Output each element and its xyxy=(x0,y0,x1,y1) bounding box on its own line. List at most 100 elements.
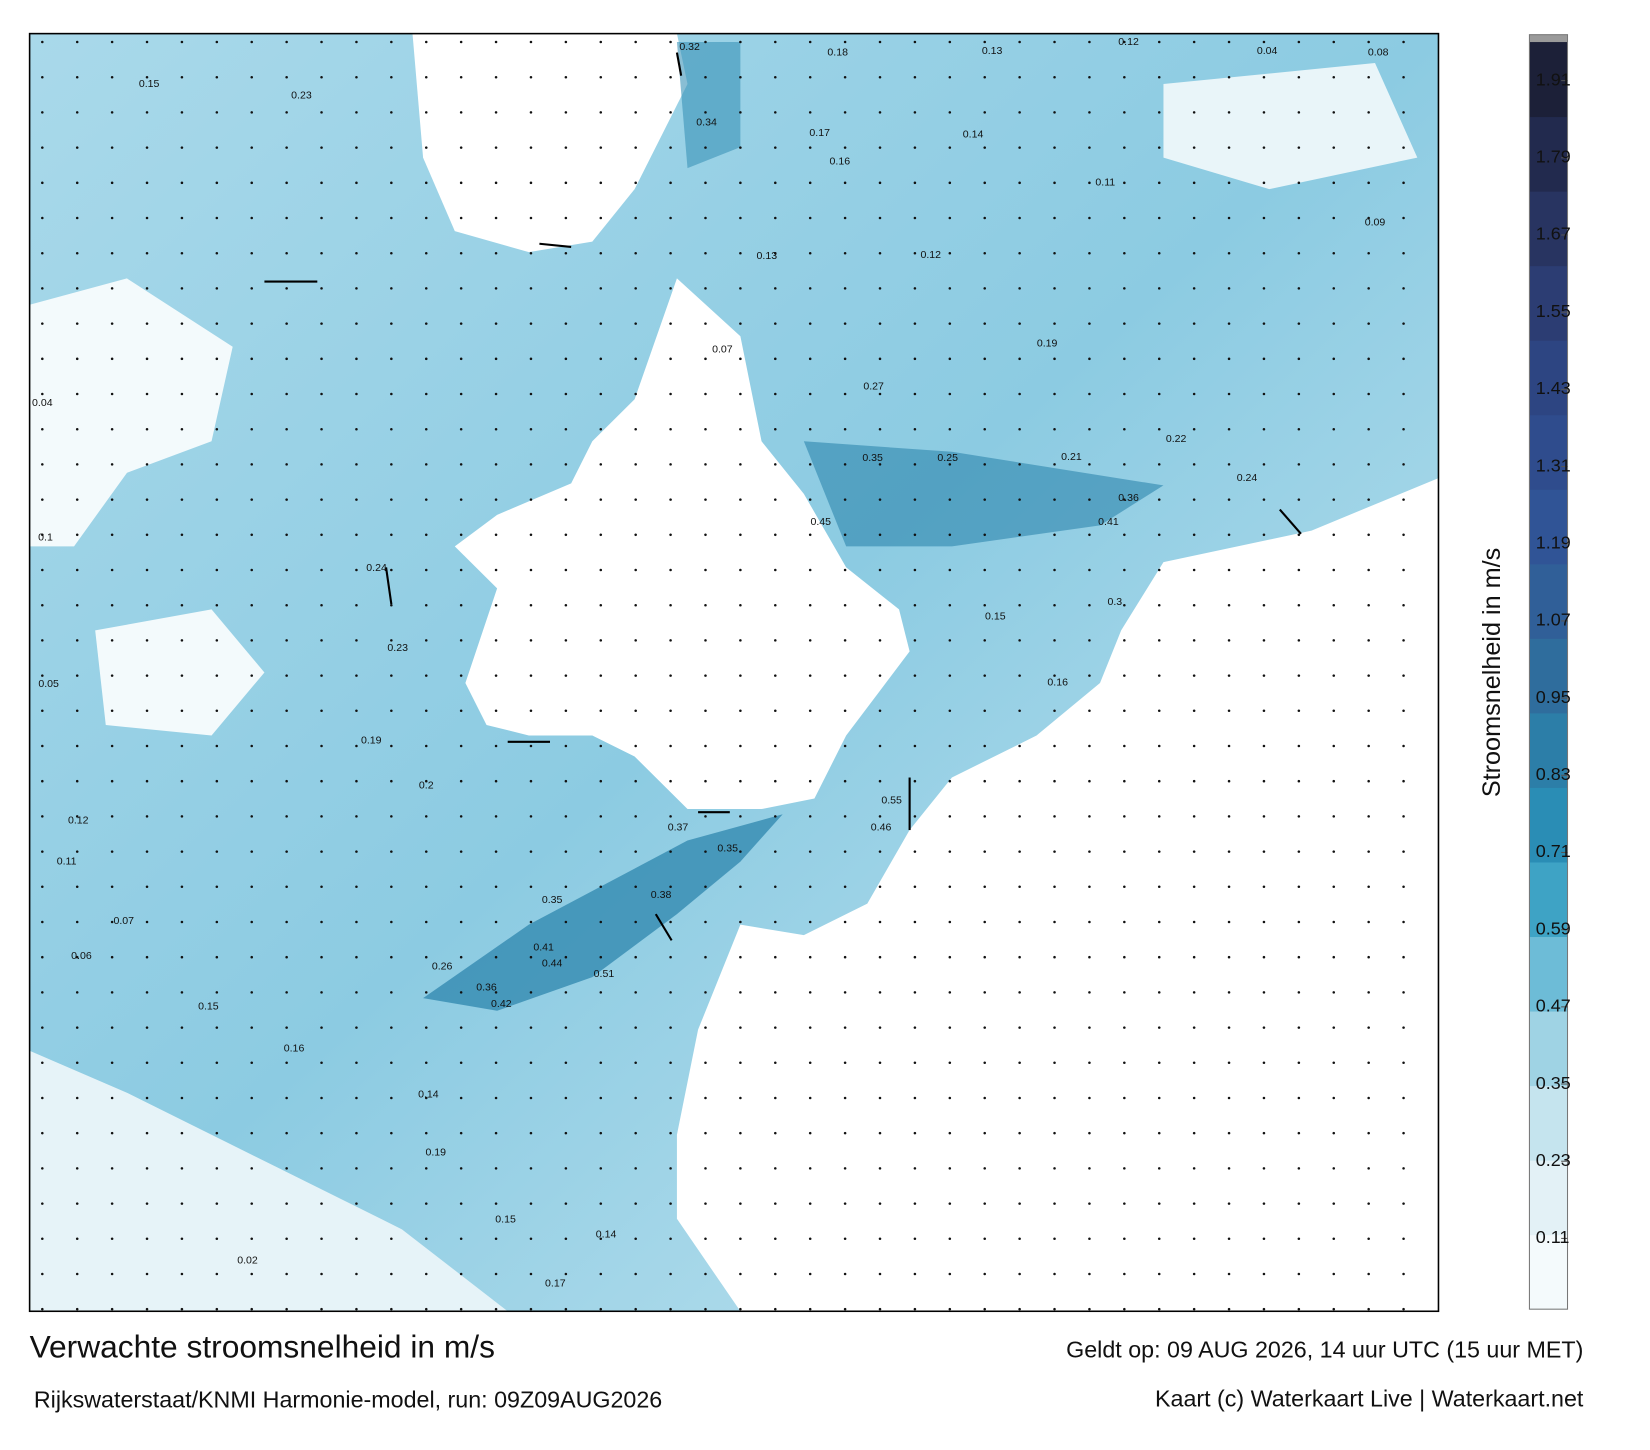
grid-dot xyxy=(215,955,219,959)
grid-dot xyxy=(285,1061,288,1065)
grid-dot xyxy=(320,498,323,501)
grid-dot xyxy=(285,111,288,114)
grid-dot xyxy=(459,392,463,396)
grid-dot xyxy=(41,568,44,572)
grid-dot xyxy=(1332,744,1336,748)
grid-dot xyxy=(529,1237,533,1241)
grid-dot xyxy=(1262,709,1266,713)
grid-dot xyxy=(1018,1307,1021,1311)
grid-dot xyxy=(1402,744,1405,748)
grid-dot xyxy=(704,885,707,889)
grid-dot xyxy=(704,674,707,677)
grid-dot xyxy=(215,1167,219,1170)
grid-dot xyxy=(843,639,847,642)
grid-dot xyxy=(808,885,812,889)
grid-dot xyxy=(1053,498,1056,501)
grid-dot xyxy=(1297,181,1301,185)
grid-dot xyxy=(180,1202,184,1205)
grid-dot xyxy=(110,357,114,361)
grid-dot xyxy=(1123,1202,1126,1205)
grid-dot xyxy=(1297,639,1301,642)
colorbar-tick-label: 0.11 xyxy=(1536,1227,1570,1247)
grid-dot xyxy=(983,287,986,290)
colorbar-label: Stroomsnelheid in m/s xyxy=(1478,548,1506,797)
colorbar-tick-label: 1.55 xyxy=(1536,301,1571,321)
grid-dot xyxy=(424,40,428,44)
grid-dot xyxy=(250,568,254,572)
grid-dot xyxy=(424,392,428,396)
grid-dot xyxy=(110,568,114,572)
grid-dot xyxy=(878,533,882,537)
grid-dot xyxy=(1297,498,1301,501)
grid-dot xyxy=(878,1026,882,1029)
grid-dot xyxy=(599,533,603,537)
grid-dot xyxy=(1227,146,1231,149)
grid-dot xyxy=(634,991,637,994)
grid-dot xyxy=(215,181,219,185)
grid-dot xyxy=(599,920,603,924)
grid-dot xyxy=(774,709,777,713)
grid-dot xyxy=(704,1307,707,1311)
colorbar-band xyxy=(1529,1160,1568,1236)
grid-dot xyxy=(1157,568,1161,572)
grid-dot xyxy=(320,1202,323,1205)
grid-dot xyxy=(1367,146,1370,149)
grid-dot xyxy=(739,815,742,818)
grid-dot xyxy=(1123,779,1126,783)
grid-dot xyxy=(1157,75,1161,79)
grid-dot xyxy=(529,815,533,818)
grid-dot xyxy=(1332,111,1336,114)
grid-dot xyxy=(1367,392,1370,396)
grid-dot xyxy=(1018,991,1021,994)
speed-label: 0.35 xyxy=(717,843,738,855)
speed-label: 0.11 xyxy=(1095,177,1115,189)
grid-dot xyxy=(529,1202,533,1205)
grid-dot xyxy=(599,287,603,290)
grid-dot xyxy=(983,568,986,572)
grid-dot xyxy=(1227,533,1231,537)
grid-dot xyxy=(1123,392,1126,396)
grid-dot xyxy=(634,322,637,325)
grid-dot xyxy=(843,885,847,889)
speed-label: 0.16 xyxy=(830,156,851,168)
grid-dot xyxy=(250,639,254,642)
grid-dot xyxy=(808,1167,812,1170)
grid-dot xyxy=(983,251,986,255)
grid-dot xyxy=(704,216,707,220)
grid-dot xyxy=(669,568,672,572)
grid-dot xyxy=(774,1061,777,1065)
grid-dot xyxy=(529,181,533,185)
grid-dot xyxy=(704,75,707,79)
grid-dot xyxy=(1227,815,1231,818)
speed-label: 0.27 xyxy=(863,380,884,392)
grid-dot xyxy=(1262,463,1266,466)
grid-dot xyxy=(669,392,672,396)
grid-dot xyxy=(1123,603,1126,607)
grid-dot xyxy=(459,357,463,361)
grid-dot xyxy=(424,251,428,255)
grid-dot xyxy=(1018,1167,1021,1170)
grid-dot xyxy=(75,498,79,501)
speed-label: 0.35 xyxy=(862,452,883,464)
grid-dot xyxy=(739,111,742,114)
grid-dot xyxy=(1157,1237,1161,1241)
grid-dot xyxy=(599,75,603,79)
grid-dot xyxy=(1192,674,1196,677)
grid-dot xyxy=(704,463,707,466)
grid-dot xyxy=(704,744,707,748)
grid-dot xyxy=(320,1272,323,1276)
grid-dot xyxy=(739,1237,742,1241)
grid-dot xyxy=(285,1096,288,1100)
grid-dot xyxy=(285,815,288,818)
arrow xyxy=(675,52,683,76)
grid-dot xyxy=(1402,357,1405,361)
grid-dot xyxy=(75,427,79,431)
grid-dot xyxy=(1192,1131,1196,1135)
grid-dot xyxy=(704,392,707,396)
grid-dot xyxy=(1332,920,1336,924)
grid-dot xyxy=(145,427,149,431)
grid-dot xyxy=(320,216,323,220)
grid-dot xyxy=(843,40,847,44)
grid-dot xyxy=(878,392,882,396)
grid-dot xyxy=(704,920,707,924)
